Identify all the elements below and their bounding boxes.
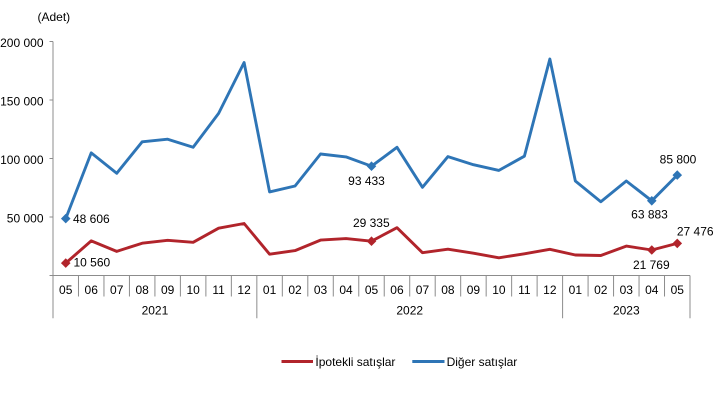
svg-text:02: 02 (288, 283, 302, 297)
svg-text:11: 11 (212, 283, 225, 297)
svg-text:200 000: 200 000 (0, 36, 44, 50)
svg-text:(Adet): (Adet) (38, 10, 71, 24)
svg-text:11: 11 (518, 283, 531, 297)
svg-text:29 335: 29 335 (353, 216, 390, 230)
svg-text:12: 12 (543, 283, 557, 297)
svg-text:93 433: 93 433 (348, 174, 385, 188)
svg-text:05: 05 (59, 283, 73, 297)
svg-text:2023: 2023 (613, 303, 640, 317)
svg-text:05: 05 (365, 283, 379, 297)
svg-text:07: 07 (110, 283, 124, 297)
svg-text:10 560: 10 560 (74, 256, 111, 270)
svg-text:100 000: 100 000 (0, 153, 44, 167)
svg-text:05: 05 (671, 283, 685, 297)
svg-text:Diğer satışlar: Diğer satışlar (447, 355, 518, 369)
svg-text:09: 09 (161, 283, 175, 297)
svg-text:10: 10 (492, 283, 506, 297)
svg-text:01: 01 (263, 283, 277, 297)
svg-text:İpotekli satışlar: İpotekli satışlar (315, 355, 395, 369)
svg-text:02: 02 (594, 283, 608, 297)
svg-text:01: 01 (569, 283, 583, 297)
svg-text:150 000: 150 000 (0, 94, 44, 108)
svg-text:04: 04 (645, 283, 659, 297)
svg-text:03: 03 (314, 283, 328, 297)
svg-text:03: 03 (620, 283, 634, 297)
svg-text:50 000: 50 000 (7, 211, 44, 225)
svg-text:06: 06 (390, 283, 404, 297)
svg-text:2022: 2022 (396, 303, 423, 317)
svg-text:04: 04 (339, 283, 353, 297)
svg-text:12: 12 (237, 283, 251, 297)
svg-text:21 769: 21 769 (633, 258, 670, 272)
svg-text:48 606: 48 606 (73, 212, 110, 226)
svg-text:06: 06 (85, 283, 99, 297)
svg-text:08: 08 (136, 283, 150, 297)
svg-text:2021: 2021 (142, 303, 169, 317)
svg-text:63 883: 63 883 (631, 207, 668, 221)
svg-text:07: 07 (416, 283, 430, 297)
svg-text:10: 10 (186, 283, 200, 297)
svg-text:27 476: 27 476 (677, 225, 714, 239)
svg-text:85 800: 85 800 (660, 152, 697, 166)
svg-text:09: 09 (467, 283, 481, 297)
svg-text:08: 08 (441, 283, 455, 297)
